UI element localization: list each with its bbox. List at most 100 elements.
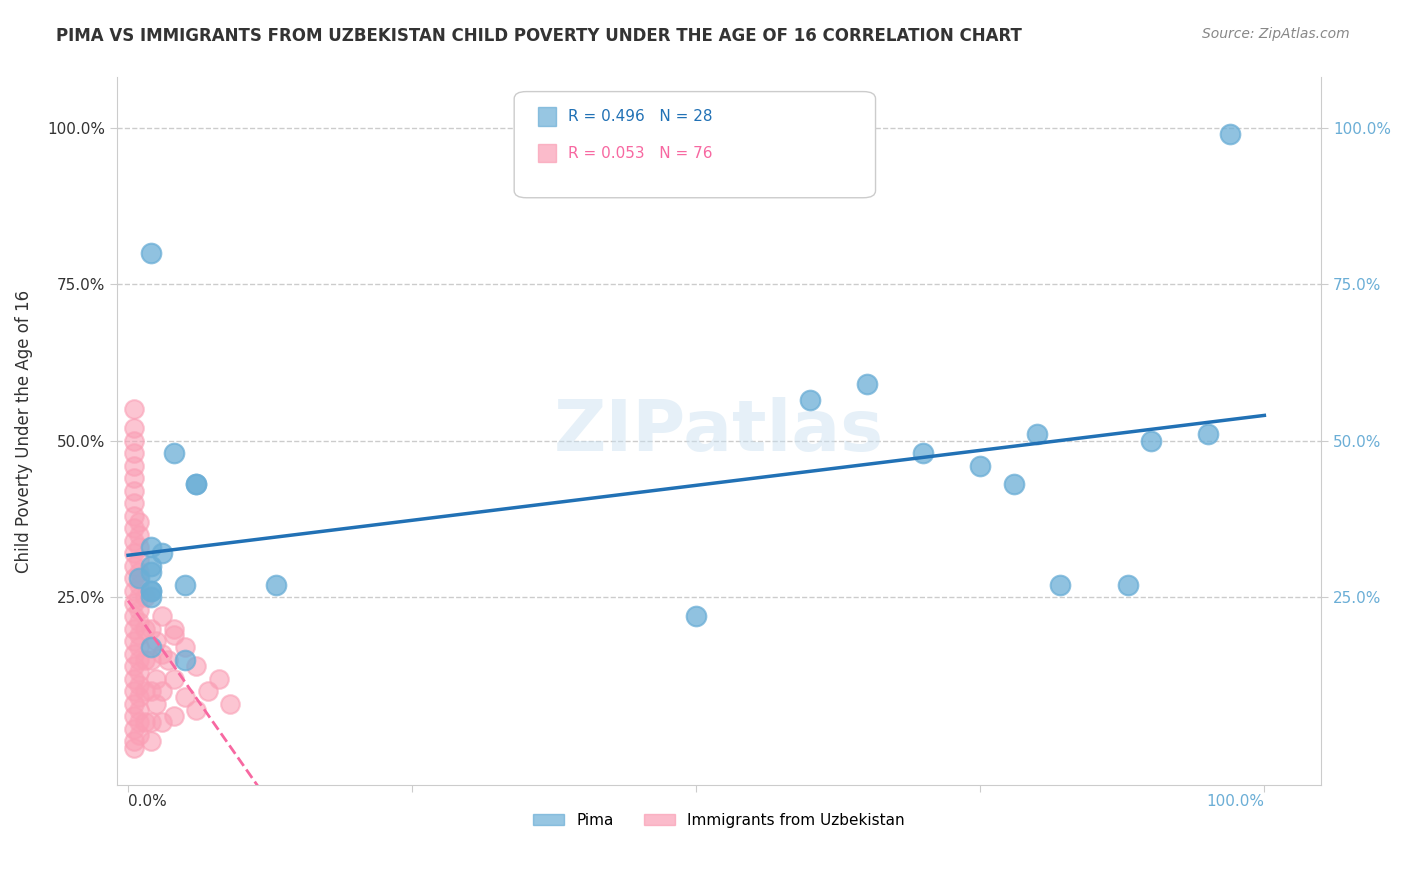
Point <box>139 565 162 579</box>
Point <box>122 533 145 548</box>
Point <box>685 609 707 624</box>
Point <box>134 622 156 636</box>
Point <box>134 591 156 605</box>
Point <box>128 565 150 579</box>
Point <box>162 628 184 642</box>
Point <box>139 622 162 636</box>
Point <box>855 377 877 392</box>
Point <box>150 715 173 730</box>
Point <box>1116 577 1139 591</box>
Point <box>162 709 184 723</box>
Point <box>912 446 935 460</box>
Point <box>122 709 145 723</box>
Point <box>162 446 184 460</box>
Point <box>122 458 145 473</box>
Point <box>122 697 145 711</box>
Point <box>128 540 150 554</box>
Point <box>128 678 150 692</box>
Point <box>122 740 145 755</box>
Point <box>173 690 195 705</box>
Point <box>128 552 150 566</box>
Point <box>122 496 145 510</box>
Point <box>128 571 150 585</box>
Point <box>122 446 145 460</box>
Point <box>173 640 195 655</box>
Point <box>186 659 208 673</box>
Point <box>128 640 150 655</box>
Point <box>139 715 162 730</box>
Point <box>139 540 162 554</box>
Point <box>219 697 242 711</box>
Point <box>1197 427 1219 442</box>
Text: R = 0.053   N = 76: R = 0.053 N = 76 <box>568 145 713 161</box>
Point <box>162 672 184 686</box>
Point <box>128 703 150 717</box>
Point <box>139 640 162 655</box>
Point <box>139 734 162 748</box>
Point <box>1139 434 1161 448</box>
Point <box>1002 477 1025 491</box>
Point <box>969 458 991 473</box>
Point <box>122 558 145 573</box>
Point <box>122 659 145 673</box>
Point <box>197 684 219 698</box>
Point <box>139 558 162 573</box>
Text: Source: ZipAtlas.com: Source: ZipAtlas.com <box>1202 27 1350 41</box>
Y-axis label: Child Poverty Under the Age of 16: Child Poverty Under the Age of 16 <box>15 290 32 573</box>
Point <box>145 634 167 648</box>
Point <box>128 665 150 680</box>
Point <box>150 546 173 560</box>
Point <box>128 690 150 705</box>
Point <box>128 728 150 742</box>
Point <box>1219 127 1241 141</box>
Point <box>264 577 287 591</box>
Point <box>128 515 150 529</box>
Point <box>122 672 145 686</box>
Text: 100.0%: 100.0% <box>1206 795 1264 809</box>
Point <box>122 434 145 448</box>
Point <box>156 653 179 667</box>
FancyBboxPatch shape <box>538 144 557 162</box>
Point <box>150 609 173 624</box>
Point <box>122 584 145 599</box>
FancyBboxPatch shape <box>538 107 557 126</box>
Point <box>186 703 208 717</box>
Point <box>186 477 208 491</box>
Point <box>128 527 150 541</box>
Point <box>128 577 150 591</box>
Point <box>139 245 162 260</box>
Point <box>128 653 150 667</box>
Point <box>1049 577 1071 591</box>
Legend: Pima, Immigrants from Uzbekistan: Pima, Immigrants from Uzbekistan <box>527 807 911 834</box>
Point <box>128 615 150 630</box>
Point <box>150 647 173 661</box>
Point <box>150 684 173 698</box>
Point <box>122 402 145 417</box>
Point <box>122 622 145 636</box>
Point <box>122 684 145 698</box>
Point <box>162 622 184 636</box>
Point <box>122 471 145 485</box>
Point <box>128 628 150 642</box>
Point <box>134 653 156 667</box>
Point <box>134 715 156 730</box>
Point <box>139 591 162 605</box>
Point <box>122 734 145 748</box>
Point <box>122 508 145 523</box>
Point <box>186 477 208 491</box>
Point <box>128 715 150 730</box>
Point <box>128 603 150 617</box>
Point <box>173 577 195 591</box>
Point <box>208 672 231 686</box>
Point <box>145 672 167 686</box>
Point <box>145 697 167 711</box>
Text: PIMA VS IMMIGRANTS FROM UZBEKISTAN CHILD POVERTY UNDER THE AGE OF 16 CORRELATION: PIMA VS IMMIGRANTS FROM UZBEKISTAN CHILD… <box>56 27 1022 45</box>
Point <box>139 584 162 599</box>
Point <box>139 584 162 599</box>
FancyBboxPatch shape <box>515 92 876 198</box>
Point <box>122 483 145 498</box>
Point <box>122 421 145 435</box>
Point <box>122 634 145 648</box>
Point <box>122 521 145 535</box>
Point <box>122 597 145 611</box>
